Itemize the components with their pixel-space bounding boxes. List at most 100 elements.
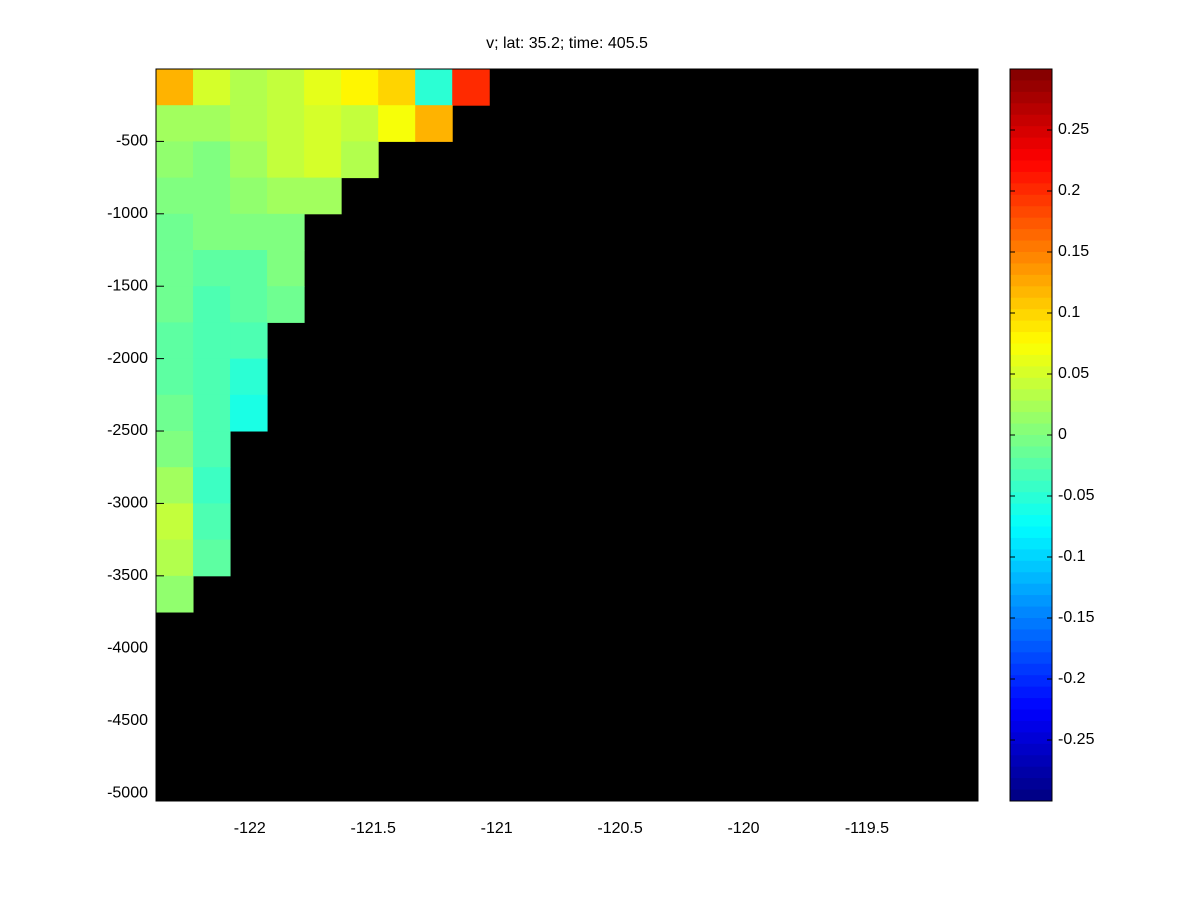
colorbar-swatch [1010, 435, 1052, 447]
colorbar-swatch [1010, 698, 1052, 710]
heatmap-cell [230, 177, 268, 215]
heatmap-cell [415, 69, 453, 106]
colorbar-swatch [1010, 423, 1052, 436]
heatmap-cell [193, 286, 231, 323]
colorbar-swatch [1010, 137, 1052, 150]
colorbar-swatch [1010, 263, 1052, 276]
colorbar-swatch [1010, 663, 1052, 676]
colorbar-swatch [1010, 240, 1052, 253]
heatmap-cell [193, 322, 231, 360]
chart-title: v; lat: 35.2; time: 405.5 [486, 35, 648, 52]
heatmap-cell [193, 394, 231, 432]
colorbar-swatch [1010, 229, 1052, 242]
colorbar-swatch [1010, 606, 1052, 619]
heatmap-cell [156, 286, 194, 323]
heatmap-cell [267, 213, 305, 251]
heatmap-cell [230, 394, 268, 432]
colorbar-swatch [1010, 743, 1052, 756]
colorbar-swatch [1010, 297, 1052, 310]
colorbar-swatch [1010, 114, 1052, 127]
heatmap-cell [193, 250, 231, 287]
y-tick-label: -5000 [107, 784, 148, 801]
colorbar-tick-label: 0.2 [1058, 182, 1080, 199]
heatmap-cell [156, 575, 194, 613]
heatmap-cell [230, 358, 268, 396]
heatmap-cell [156, 539, 194, 577]
heatmap-cell [267, 105, 305, 142]
colorbar-swatch [1010, 480, 1052, 493]
heatmap-cell [156, 322, 194, 360]
y-tick-label: -2000 [107, 350, 148, 367]
colorbar-swatch [1010, 469, 1052, 482]
colorbar-swatch [1010, 766, 1052, 779]
colorbar-swatch [1010, 560, 1052, 573]
colorbar-swatch [1010, 217, 1052, 230]
heatmap-cell [341, 141, 379, 179]
colorbar-tick-label: -0.25 [1058, 731, 1095, 748]
heatmap-cell [230, 286, 268, 323]
heatmap-cell [193, 431, 231, 468]
heatmap-cell [156, 467, 194, 504]
colorbar-tick-label: -0.15 [1058, 609, 1095, 626]
heatmap-cell [193, 503, 231, 541]
x-tick-label: -121.5 [351, 820, 396, 837]
colorbar-swatch [1010, 457, 1052, 470]
heatmap-cell [156, 394, 194, 432]
colorbar-swatch [1010, 160, 1052, 173]
heatmap-cell [230, 322, 268, 360]
colorbar-tick-label: -0.1 [1058, 548, 1086, 565]
colorbar-swatch [1010, 309, 1052, 322]
heatmap-cell [156, 177, 194, 215]
heatmap-cell [267, 177, 305, 215]
colorbar-swatch [1010, 686, 1052, 699]
colorbar-swatch [1010, 446, 1052, 459]
colorbar-tick-label: -0.05 [1058, 487, 1095, 504]
colorbar-tick-label: 0.15 [1058, 243, 1089, 260]
y-tick-label: -1000 [107, 205, 148, 222]
colorbar-tick-label: -0.2 [1058, 670, 1086, 687]
colorbar-swatch [1010, 183, 1052, 196]
y-tick-label: -1500 [107, 277, 148, 294]
colorbar-swatch [1010, 366, 1052, 379]
colorbar-swatch [1010, 400, 1052, 413]
colorbar-swatch [1010, 206, 1052, 219]
heatmap-cell [156, 358, 194, 396]
colorbar-swatch [1010, 149, 1052, 161]
y-tick-label: -3500 [107, 567, 148, 584]
heatmap-cell [415, 105, 453, 142]
colorbar-swatch [1010, 80, 1052, 93]
heatmap-cell [304, 69, 342, 106]
colorbar-swatch [1010, 778, 1052, 791]
heatmap-cell [193, 105, 231, 142]
y-tick-label: -500 [116, 133, 148, 150]
heatmap-cell [156, 213, 194, 251]
colorbar-swatch [1010, 91, 1052, 104]
heatmap-cell [156, 503, 194, 541]
heatmap-cell [156, 250, 194, 287]
heatmap-cell [193, 141, 231, 179]
heatmap-cell [267, 141, 305, 179]
colorbar-swatch [1010, 354, 1052, 367]
heatmap-cell [341, 105, 379, 142]
colorbar-tick-label: 0.1 [1058, 304, 1080, 321]
y-tick-label: -4500 [107, 712, 148, 729]
heatmap-cell [378, 105, 416, 142]
colorbar-swatch [1010, 252, 1052, 264]
colorbar-swatch [1010, 412, 1052, 425]
colorbar-swatch [1010, 515, 1052, 527]
heatmap-cell [267, 250, 305, 287]
y-tick-label: -2500 [107, 422, 148, 439]
x-tick-label: -120.5 [597, 820, 642, 837]
heatmap-cell [193, 358, 231, 396]
colorbar-swatch [1010, 69, 1052, 81]
colorbar-swatch [1010, 286, 1052, 299]
heatmap-cell [267, 69, 305, 106]
heatmap-cell [193, 69, 231, 106]
heatmap-cell [230, 69, 268, 106]
colorbar-swatch [1010, 675, 1052, 688]
heatmap-cell [378, 69, 416, 106]
plot-frame [155, 68, 979, 802]
heatmap-cell [452, 69, 490, 106]
colorbar-swatch [1010, 171, 1052, 184]
